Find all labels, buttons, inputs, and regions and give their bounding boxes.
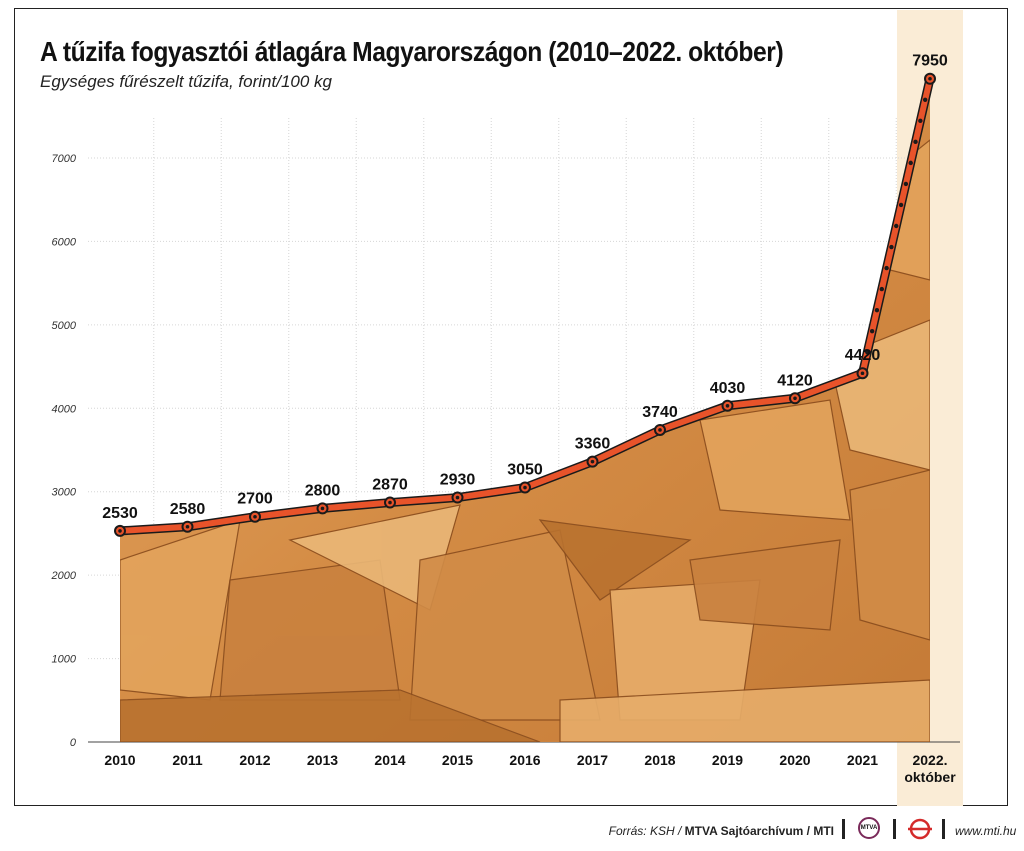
- data-label: 4420: [845, 347, 881, 364]
- segment-dot: [908, 160, 913, 166]
- data-point-center: [725, 403, 730, 408]
- y-tick-label: 3000: [52, 487, 77, 499]
- chart-title: A tűzifa fogyasztói átlagára Magyarorszá…: [40, 36, 784, 67]
- data-point-center: [860, 371, 865, 376]
- data-point-center: [793, 396, 797, 401]
- data-point-center: [253, 514, 257, 519]
- y-tick-label: 2000: [51, 570, 77, 582]
- segment-dot: [889, 244, 894, 250]
- log-piece: [689, 539, 841, 631]
- y-tick-label: 1000: [52, 654, 77, 666]
- x-tick-label: 2022. október: [904, 752, 956, 785]
- data-point-center: [118, 529, 122, 533]
- data-label: 7950: [912, 53, 948, 70]
- segment-dot: [903, 181, 909, 187]
- segment-dot: [865, 350, 870, 355]
- y-tick-label: 0: [70, 737, 77, 749]
- data-label: 2800: [305, 482, 341, 499]
- y-tick-label: 4000: [52, 403, 77, 415]
- mtva-logo-icon: MTVA: [858, 817, 880, 839]
- segment-dot: [894, 223, 899, 229]
- segment-dot: [869, 328, 875, 334]
- source-bold: MTVA Sajtóarchívum / MTI: [684, 824, 834, 838]
- chart-subtitle: Egységes fűrészelt tűzifa, forint/100 kg: [40, 72, 332, 91]
- data-point-center: [523, 485, 527, 490]
- segment-dot: [918, 118, 923, 124]
- x-tick-label: 2017: [577, 752, 608, 768]
- x-tick-label: 2014: [374, 752, 405, 768]
- data-point-center: [455, 495, 460, 500]
- data-label: 2870: [372, 477, 408, 494]
- x-tick-label: 2021: [847, 752, 878, 768]
- wood-texture: [120, 138, 930, 742]
- log-piece: [120, 689, 541, 742]
- data-label: 3360: [575, 436, 611, 453]
- source-credit: Forrás: KSH / MTVA Sajtóarchívum / MTI: [608, 824, 834, 838]
- firewood-fill-area: [120, 78, 930, 742]
- website-link[interactable]: www.mti.hu: [955, 824, 1017, 838]
- y-tick-label: 7000: [52, 153, 77, 165]
- data-label: 4120: [777, 372, 813, 389]
- x-tick-label: 2018: [644, 752, 675, 768]
- segment-dot: [913, 139, 918, 145]
- data-label: 2580: [170, 501, 206, 518]
- x-tick-label: 2020: [779, 752, 810, 768]
- segment-dot: [898, 202, 904, 208]
- x-tick-label: 2011: [172, 752, 203, 768]
- data-label: 2530: [102, 505, 138, 522]
- segment-dot: [922, 97, 928, 102]
- log-piece: [699, 399, 851, 521]
- segment-dot: [879, 286, 884, 292]
- log-piece: [559, 679, 930, 742]
- x-tick-label: 2013: [307, 752, 338, 768]
- footer: Forrás: KSH / MTVA Sajtóarchívum / MTI M…: [0, 812, 1024, 851]
- separator: [942, 819, 945, 839]
- x-tick-label: 2019: [712, 752, 743, 768]
- x-axis-ticks: 2010 2011 2012 2013 2014 2015 2016 2017 2018 2019…: [104, 752, 956, 785]
- data-labels: 2530 2580 2700 2800 2870 2930 3050 3360 3740 4030…: [102, 53, 948, 522]
- data-label: 3050: [507, 462, 543, 479]
- data-point-center: [590, 459, 595, 464]
- log-piece: [849, 469, 930, 641]
- x-tick-label: 2012: [239, 752, 270, 768]
- log-piece: [538, 519, 692, 601]
- data-label: 4030: [710, 380, 746, 397]
- data-label: 2930: [440, 472, 476, 489]
- segment-dot: [874, 307, 880, 313]
- y-axis-ticks: 0 1000 2000 3000 4000 5000 6000 7000: [51, 153, 77, 749]
- data-point-center: [658, 428, 662, 432]
- price-series-line: [114, 72, 936, 537]
- data-point-center: [320, 506, 325, 511]
- y-tick-label: 6000: [52, 236, 77, 248]
- x-tick-label: 2015: [442, 752, 473, 768]
- mti-logo-icon: [908, 818, 932, 840]
- x-tick-label: 2010: [104, 752, 135, 768]
- x-tick-label: 2016: [509, 752, 540, 768]
- data-label: 2700: [237, 491, 273, 508]
- y-tick-label: 5000: [52, 320, 77, 332]
- data-label: 3740: [642, 404, 678, 421]
- separator: [842, 819, 845, 839]
- data-point-center: [928, 76, 932, 81]
- segment-dot: [884, 265, 889, 271]
- data-point-center: [388, 500, 392, 505]
- data-point-center: [185, 524, 190, 529]
- separator: [893, 819, 896, 839]
